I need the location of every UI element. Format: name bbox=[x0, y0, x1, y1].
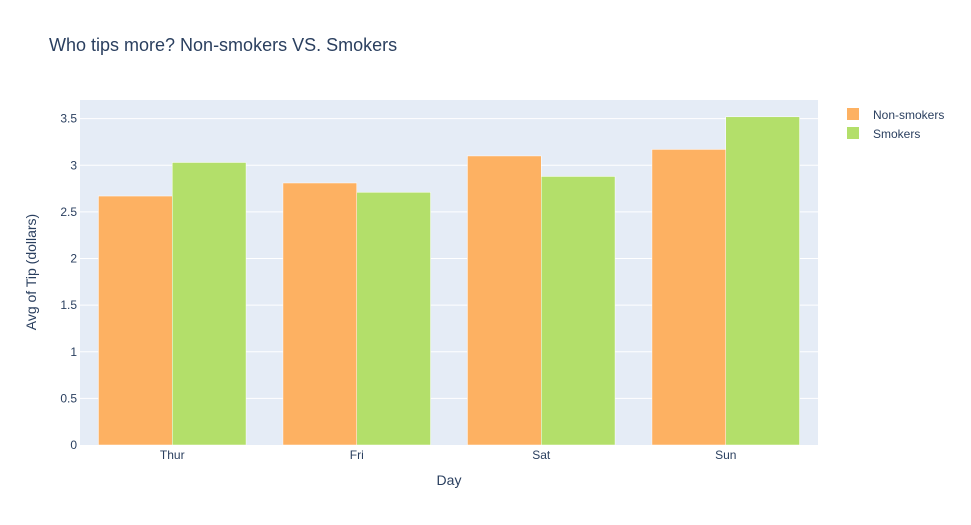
bar-smokers-sun[interactable] bbox=[725, 116, 800, 446]
bar-non-smokers-sat[interactable] bbox=[467, 155, 542, 446]
bar-smokers-fri[interactable] bbox=[356, 192, 431, 446]
x-tick-label: Sun bbox=[715, 448, 736, 462]
bar-non-smokers-fri[interactable] bbox=[282, 182, 358, 446]
y-tick-label: 2 bbox=[70, 252, 77, 266]
y-tick-label: 3.5 bbox=[60, 112, 77, 126]
x-tick-label: Thur bbox=[160, 448, 185, 462]
x-axis-title: Day bbox=[437, 472, 462, 488]
legend-swatch-non-smokers bbox=[847, 108, 859, 120]
y-tick-label: 2.5 bbox=[60, 205, 77, 219]
chart-title: Who tips more? Non-smokers VS. Smokers bbox=[49, 35, 397, 55]
legend-item-non-smokers[interactable]: Non-smokers bbox=[847, 108, 944, 122]
bar-non-smokers-thur[interactable] bbox=[98, 195, 173, 446]
x-axis-ticks: Thur Fri Sat Sun bbox=[160, 448, 737, 462]
legend-item-smokers[interactable]: Smokers bbox=[847, 127, 920, 141]
legend: Non-smokers Smokers bbox=[847, 108, 944, 141]
bar-non-smokers-sun[interactable] bbox=[651, 149, 727, 446]
legend-label-non-smokers: Non-smokers bbox=[873, 108, 944, 122]
bar-smokers-sat[interactable] bbox=[541, 176, 616, 446]
y-axis-ticks: 0 0.5 1 1.5 2 2.5 3 3.5 bbox=[60, 112, 77, 452]
legend-swatch-smokers bbox=[847, 127, 859, 139]
x-tick-label: Sat bbox=[532, 448, 551, 462]
legend-label-smokers: Smokers bbox=[873, 127, 920, 141]
x-tick-label: Fri bbox=[350, 448, 364, 462]
y-tick-label: 1 bbox=[70, 345, 77, 359]
bars bbox=[98, 116, 800, 446]
y-tick-label: 0 bbox=[70, 438, 77, 452]
y-tick-label: 0.5 bbox=[60, 391, 77, 405]
bar-smokers-thur[interactable] bbox=[172, 162, 247, 446]
y-tick-label: 1.5 bbox=[60, 298, 77, 312]
y-tick-label: 3 bbox=[70, 158, 77, 172]
y-axis-title: Avg of Tip (dollars) bbox=[23, 214, 39, 330]
